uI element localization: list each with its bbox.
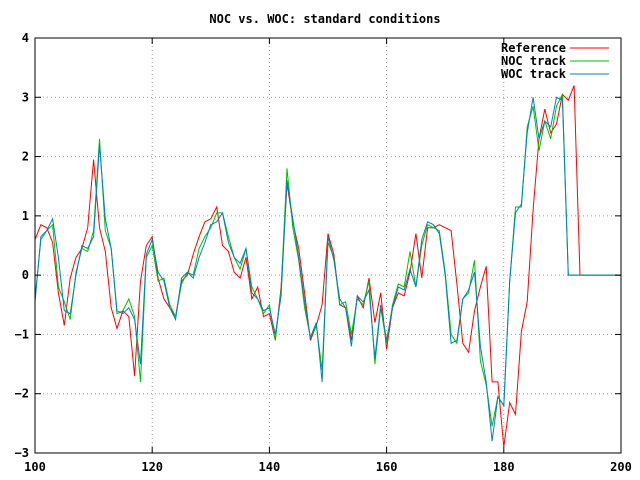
y-tick-label: 1 bbox=[22, 209, 29, 223]
series-line-reference bbox=[34, 85, 621, 448]
x-tick-label: 100 bbox=[24, 460, 46, 474]
y-tick-label: −3 bbox=[15, 446, 29, 460]
legend-label: NOC track bbox=[501, 54, 567, 68]
x-tick-label: 160 bbox=[376, 460, 398, 474]
axis-ticks: 100 120 140 160 180 200 −3 −2 −1 0 1 2 3 4 bbox=[15, 31, 632, 474]
x-tick-label: 120 bbox=[141, 460, 163, 474]
series-lines bbox=[34, 85, 621, 448]
x-tick-label: 140 bbox=[259, 460, 281, 474]
series-line-woc-track bbox=[34, 96, 621, 442]
y-tick-label: −2 bbox=[15, 387, 29, 401]
legend-label: WOC track bbox=[501, 67, 567, 81]
y-tick-label: 2 bbox=[22, 150, 29, 164]
legend-label: Reference bbox=[501, 41, 566, 55]
x-tick-label: 200 bbox=[610, 460, 632, 474]
y-tick-label: 4 bbox=[22, 31, 29, 45]
plot-frame bbox=[34, 37, 622, 454]
grid-lines bbox=[35, 38, 621, 453]
x-tick-label: 180 bbox=[493, 460, 515, 474]
y-tick-label: 3 bbox=[22, 90, 29, 104]
chart-title: NOC vs. WOC: standard conditions bbox=[209, 12, 440, 26]
y-tick-label: 0 bbox=[22, 268, 29, 282]
y-tick-label: −1 bbox=[15, 327, 29, 341]
